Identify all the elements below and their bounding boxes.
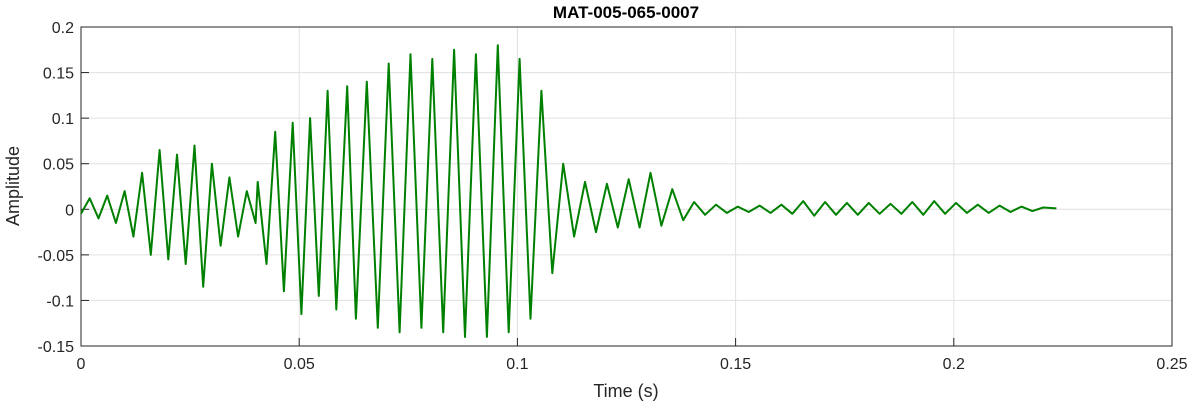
x-axis-ticks: 0 0.05 0.1 0.15 0.2 0.25 bbox=[77, 338, 1188, 373]
x-tick-label: 0 bbox=[77, 356, 86, 373]
y-tick-label: 0.15 bbox=[43, 66, 74, 83]
chart-title: MAT-005-065-0007 bbox=[553, 3, 699, 22]
y-tick-label: 0.1 bbox=[52, 111, 74, 128]
series-group bbox=[80, 44, 1057, 338]
x-tick-label: 0.15 bbox=[720, 356, 751, 373]
y-axis-label: Amplitude bbox=[3, 146, 23, 226]
series-line bbox=[80, 44, 1057, 338]
y-tick-label: 0 bbox=[65, 202, 74, 219]
y-axis-ticks: -0.15 -0.1 -0.05 0 0.05 0.1 0.15 0.2 bbox=[38, 20, 89, 356]
y-tick-label: -0.15 bbox=[38, 339, 75, 356]
y-tick-label: 0.2 bbox=[52, 20, 74, 37]
y-tick-label: -0.05 bbox=[38, 248, 75, 265]
plot-frame bbox=[80, 26, 1173, 347]
x-tick-label: 0.2 bbox=[943, 356, 965, 373]
x-tick-label: 0.1 bbox=[506, 356, 528, 373]
x-axis-label: Time (s) bbox=[593, 381, 658, 401]
y-tick-label: 0.05 bbox=[43, 157, 74, 174]
x-tick-label: 0.25 bbox=[1156, 356, 1187, 373]
x-tick-label: 0.05 bbox=[284, 356, 315, 373]
y-tick-label: -0.1 bbox=[46, 293, 74, 310]
